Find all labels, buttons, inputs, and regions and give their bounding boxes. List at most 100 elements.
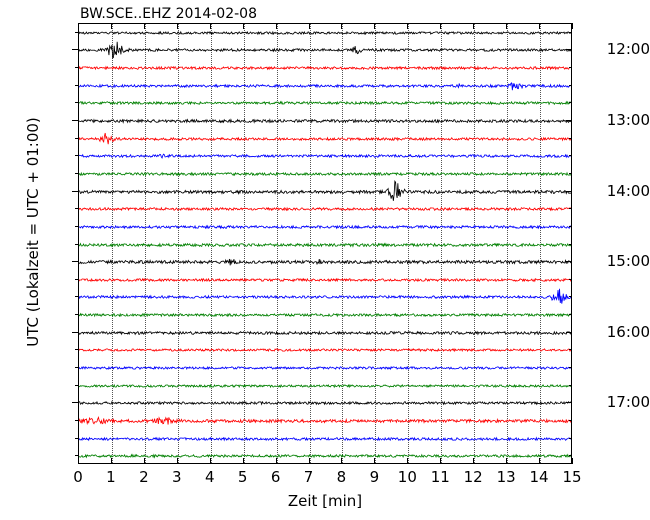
trace-path <box>79 435 571 442</box>
x-tick-mark <box>308 458 310 464</box>
x-tick-mark <box>407 458 409 464</box>
x-tick-mark <box>539 458 541 464</box>
y-tick-minor <box>75 137 78 139</box>
seismic-trace <box>79 210 571 244</box>
y-tick-mark-right <box>566 49 572 51</box>
seismic-trace <box>79 422 571 456</box>
x-tick-mark-top <box>209 23 211 29</box>
trace-path <box>79 453 571 459</box>
x-tick-mark-top <box>110 23 112 29</box>
y-tick-minor <box>75 314 78 316</box>
seismic-trace <box>79 386 571 420</box>
trace-path <box>79 277 571 283</box>
y-tick-minor <box>75 243 78 245</box>
y-tick-minor-right <box>569 349 572 351</box>
seismic-trace <box>79 192 571 226</box>
y-tick-minor <box>75 172 78 174</box>
y-tick-minor <box>75 31 78 33</box>
y-tick-minor <box>75 384 78 386</box>
x-tick-label: 11 <box>430 468 450 486</box>
y-tick-mark <box>72 120 78 122</box>
gridline-vertical <box>111 24 113 463</box>
y-tick-label: 17:00 <box>606 393 650 412</box>
y-tick-minor <box>75 455 78 457</box>
trace-path <box>79 30 571 36</box>
y-tick-mark <box>72 402 78 404</box>
y-tick-mark-right <box>566 190 572 192</box>
x-tick-mark <box>440 458 442 464</box>
y-tick-mark <box>72 49 78 51</box>
x-tick-label: 12 <box>463 468 483 486</box>
x-tick-label: 9 <box>369 468 380 486</box>
seismic-trace <box>79 228 571 262</box>
x-tick-mark <box>374 458 376 464</box>
x-tick-label: 8 <box>336 468 347 486</box>
y-tick-minor-right <box>569 137 572 139</box>
x-tick-mark-top <box>473 23 475 29</box>
y-tick-label: 15:00 <box>606 252 650 271</box>
gridline-vertical <box>177 24 179 463</box>
trace-path <box>79 365 571 371</box>
trace-path <box>79 42 571 60</box>
seismic-trace <box>79 51 571 85</box>
trace-path <box>79 171 571 177</box>
y-tick-minor-right <box>569 67 572 69</box>
gridline-vertical <box>309 24 311 463</box>
x-tick-mark <box>572 458 573 464</box>
y-tick-minor <box>75 366 78 368</box>
y-tick-minor-right <box>569 84 572 86</box>
x-tick-mark <box>78 458 79 464</box>
trace-path <box>79 415 571 425</box>
y-tick-minor <box>75 84 78 86</box>
y-tick-minor <box>75 349 78 351</box>
y-tick-mark <box>72 331 78 333</box>
x-tick-mark <box>275 458 277 464</box>
trace-path <box>79 258 571 266</box>
gridline-vertical <box>243 24 245 463</box>
y-tick-mark-right <box>566 402 572 404</box>
y-tick-minor-right <box>569 102 572 104</box>
y-tick-label: 16:00 <box>606 322 650 341</box>
x-tick-mark <box>143 458 145 464</box>
seismic-trace <box>79 280 571 314</box>
plot-area <box>78 23 572 464</box>
x-tick-mark-top <box>572 23 573 29</box>
seismic-trace <box>79 316 571 350</box>
x-tick-mark-top <box>506 23 508 29</box>
trace-path <box>79 100 571 106</box>
seismic-trace <box>79 104 571 138</box>
y-tick-minor <box>75 437 78 439</box>
trace-path <box>79 224 571 230</box>
y-tick-label: 13:00 <box>606 111 650 130</box>
seismic-trace <box>79 69 571 103</box>
y-tick-minor <box>75 67 78 69</box>
y-tick-minor-right <box>569 208 572 210</box>
gridline-vertical <box>408 24 410 463</box>
seismic-trace <box>79 175 571 209</box>
seismic-trace <box>79 86 571 120</box>
y-tick-mark-right <box>566 120 572 122</box>
trace-path <box>79 383 571 388</box>
x-tick-mark <box>209 458 211 464</box>
x-tick-label: 5 <box>237 468 248 486</box>
y-tick-minor-right <box>569 225 572 227</box>
trace-path <box>79 65 571 71</box>
y-tick-minor <box>75 155 78 157</box>
gridline-vertical <box>540 24 542 463</box>
trace-path <box>79 81 571 90</box>
y-tick-minor-right <box>569 314 572 316</box>
seismic-trace <box>79 157 571 191</box>
trace-path <box>79 153 571 160</box>
x-tick-mark-top <box>374 23 376 29</box>
x-tick-mark-top <box>407 23 409 29</box>
y-tick-mark <box>72 261 78 263</box>
x-tick-mark-top <box>275 23 277 29</box>
x-tick-mark-top <box>176 23 178 29</box>
x-tick-mark <box>506 458 508 464</box>
gridline-vertical <box>441 24 443 463</box>
y-tick-minor <box>75 102 78 104</box>
x-tick-mark-top <box>242 23 244 29</box>
x-tick-mark <box>176 458 178 464</box>
x-tick-label: 6 <box>270 468 281 486</box>
